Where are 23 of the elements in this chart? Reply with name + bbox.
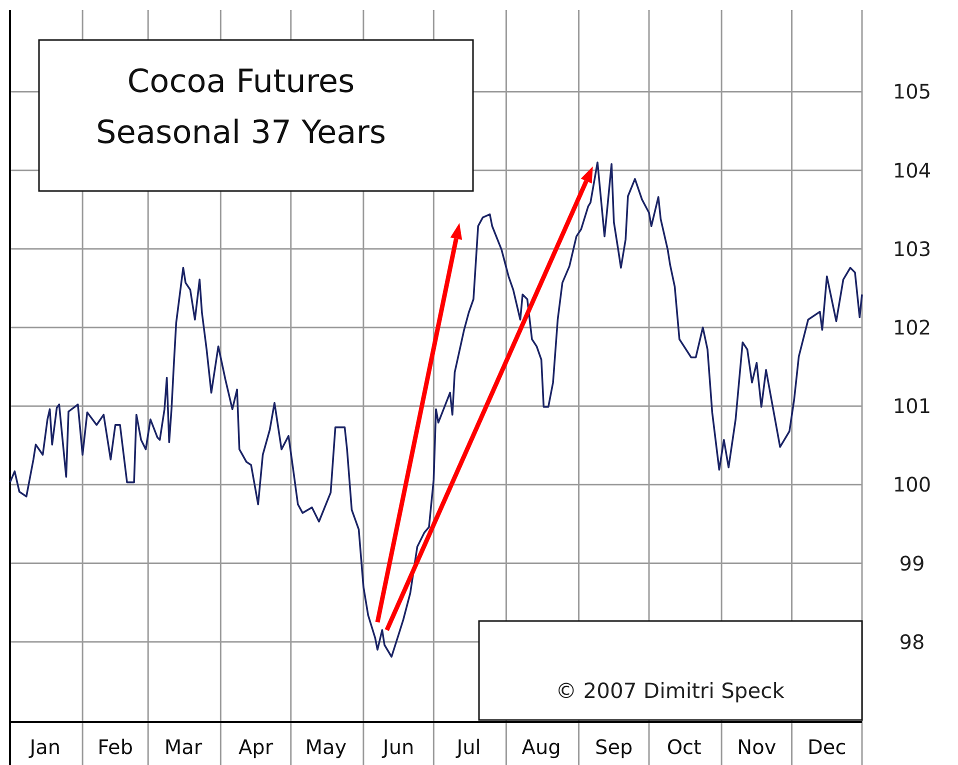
x-tick-label: Sep	[595, 735, 633, 759]
y-tick-label: 103	[892, 236, 932, 261]
x-tick-label: Nov	[737, 735, 776, 759]
x-tick-label: Jan	[28, 735, 61, 759]
x-tick-label: Oct	[666, 735, 702, 759]
y-tick-label: 102	[892, 315, 932, 340]
x-tick-label: Feb	[98, 735, 134, 759]
x-tick-label: Apr	[238, 735, 274, 759]
y-tick-label: 101	[892, 394, 932, 418]
text: Seasonal 37 Years	[96, 113, 386, 151]
x-tick-label: May	[305, 735, 347, 759]
x-tick-label: Mar	[164, 735, 203, 759]
x-tick-label: Dec	[808, 735, 846, 759]
x-tick-label: Jul	[454, 735, 481, 759]
text: Cocoa Futures	[127, 62, 355, 100]
y-tick-label: 98	[899, 630, 925, 654]
annotation: © 2007 Dimitri Speck	[556, 679, 786, 703]
y-tick-label: 104	[892, 158, 932, 182]
x-tick-label: Jun	[380, 735, 414, 759]
y-tick-label: 99	[899, 551, 925, 576]
x-tick-label: Aug	[522, 735, 561, 759]
y-tick-label: 105	[892, 80, 932, 104]
y-tick-label: 100	[892, 472, 932, 497]
